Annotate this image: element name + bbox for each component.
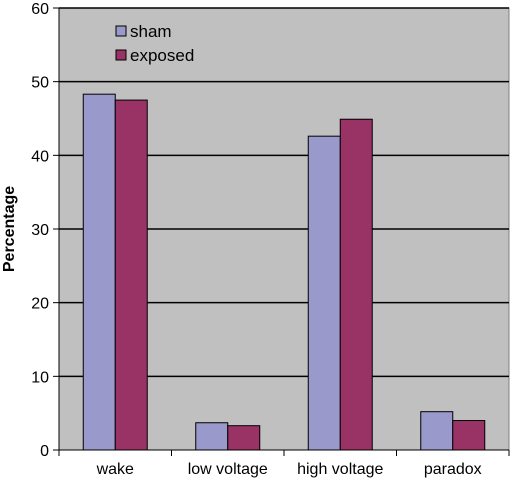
legend-swatch-sham — [115, 25, 127, 37]
x-category-label: high voltage — [297, 461, 383, 478]
y-tick-label: 50 — [31, 75, 49, 92]
bar-sham-low-voltage — [195, 422, 229, 451]
bar-exposed-wake — [114, 99, 148, 451]
x-category-label: paradox — [424, 461, 482, 478]
bar-exposed-low-voltage — [227, 425, 261, 451]
legend-label-sham: sham — [130, 22, 172, 41]
bar-exposed-paradox — [452, 420, 486, 451]
labels: 0 10 20 30 40 50 60 wake low voltage high voltage… — [31, 1, 481, 478]
bar-exposed-high-voltage — [339, 118, 373, 451]
legend-box — [112, 15, 214, 73]
legend: sham exposed — [112, 15, 214, 73]
bar-sham-wake — [82, 93, 116, 451]
bar-sham-high-voltage — [307, 135, 341, 451]
y-tick-label: 40 — [31, 148, 49, 165]
y-tick-label: 0 — [40, 443, 49, 460]
x-category-label: wake — [96, 461, 134, 478]
y-tick-label: 30 — [31, 222, 49, 239]
x-category-label: low voltage — [188, 461, 268, 478]
legend-swatch-exposed — [115, 49, 127, 61]
y-tick-label: 10 — [31, 369, 49, 386]
y-tick-label: 60 — [31, 1, 49, 18]
bars — [82, 93, 486, 451]
legend-label-exposed: exposed — [130, 46, 194, 65]
y-tick-label: 20 — [31, 296, 49, 313]
bar-sham-paradox — [420, 411, 454, 451]
axes — [53, 7, 510, 456]
y-axis-label: Percentage — [1, 186, 18, 272]
